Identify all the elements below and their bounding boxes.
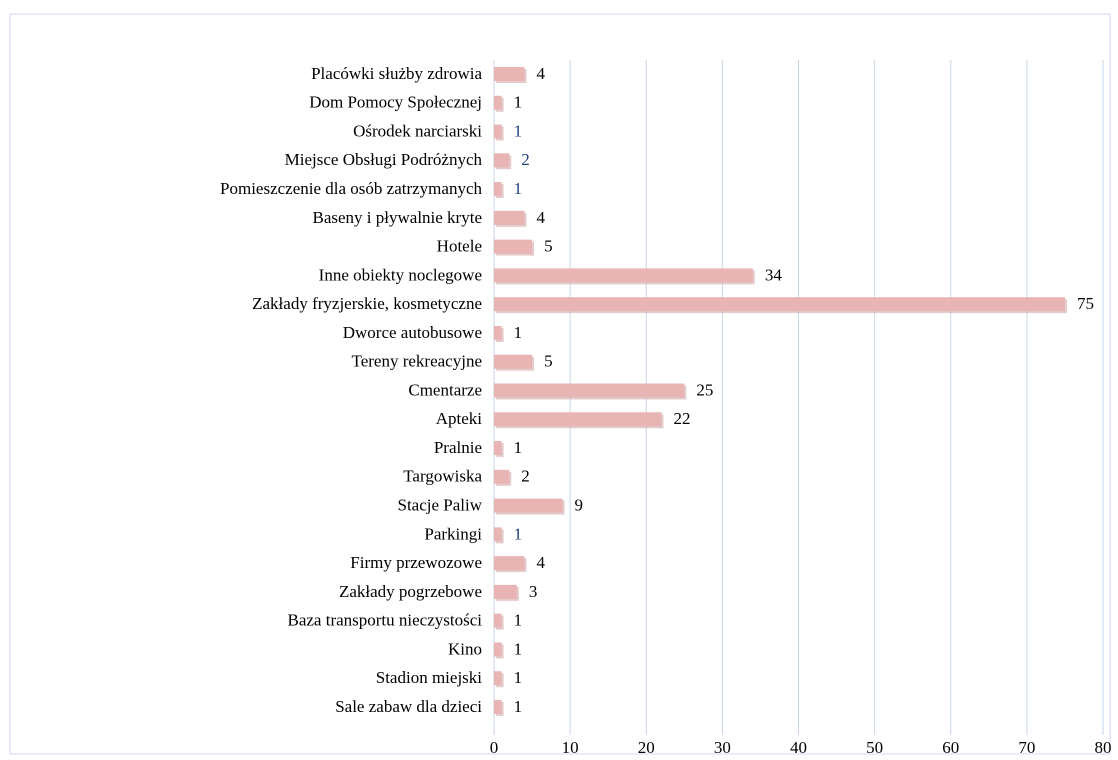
x-tick-label: 70 — [1018, 738, 1035, 757]
y-tick-label: Stadion miejski — [376, 668, 483, 687]
bar — [494, 268, 753, 283]
y-tick-label: Parkingi — [424, 524, 482, 543]
bar — [494, 297, 1065, 312]
x-tick-label: 20 — [638, 738, 655, 757]
y-tick-label: Baseny i pływalnie kryte — [313, 208, 483, 227]
bar — [494, 383, 685, 398]
y-tick-label: Tereny rekreacyjne — [352, 352, 482, 371]
x-tick-label: 60 — [942, 738, 959, 757]
y-tick-label: Cmentarze — [408, 380, 482, 399]
y-tick-label: Dom Pomocy Społecznej — [309, 93, 482, 112]
y-tick-label: Stacje Paliw — [397, 495, 482, 514]
y-tick-label: Zakłady pogrzebowe — [339, 582, 482, 601]
y-tick-label: Inne obiekty noclegowe — [319, 265, 482, 284]
data-label: 1 — [514, 611, 523, 630]
data-label: 9 — [575, 495, 584, 514]
y-tick-label: Kino — [448, 639, 482, 658]
y-tick-label: Ośrodek narciarski — [353, 121, 482, 140]
x-tick-label: 50 — [866, 738, 883, 757]
data-label: 1 — [514, 323, 523, 342]
bar — [494, 354, 533, 369]
bar — [494, 584, 517, 599]
data-label: 2 — [521, 150, 530, 169]
data-label: 1 — [514, 524, 523, 543]
x-tick-label: 0 — [490, 738, 499, 757]
bar — [494, 642, 502, 657]
bar — [494, 210, 525, 225]
x-tick-label: 80 — [1095, 738, 1112, 757]
bar — [494, 613, 502, 628]
bar — [494, 182, 502, 197]
data-label: 1 — [514, 179, 523, 198]
data-label: 2 — [521, 467, 530, 486]
bar — [494, 412, 662, 427]
bar — [494, 153, 510, 168]
data-label: 4 — [536, 64, 545, 83]
y-tick-label: Miejsce Obsługi Podróżnych — [285, 150, 483, 169]
data-label: 75 — [1077, 294, 1094, 313]
y-tick-label: Firmy przewozowe — [350, 553, 482, 572]
data-label: 1 — [514, 668, 523, 687]
data-label: 1 — [514, 438, 523, 457]
y-tick-label: Dworce autobusowe — [343, 323, 482, 342]
data-label: 34 — [765, 265, 783, 284]
x-tick-label: 10 — [562, 738, 579, 757]
data-label: 1 — [514, 697, 523, 716]
bar — [494, 671, 502, 686]
data-label: 1 — [514, 93, 523, 112]
y-tick-label: Hotele — [437, 237, 482, 256]
data-label: 25 — [696, 380, 713, 399]
bar — [494, 700, 502, 714]
y-tick-label: Placówki służby zdrowia — [311, 64, 482, 83]
bar — [494, 527, 502, 542]
data-label: 3 — [529, 582, 538, 601]
x-tick-label: 30 — [714, 738, 731, 757]
bar — [494, 325, 502, 340]
data-label: 4 — [536, 553, 545, 572]
bar — [494, 67, 525, 81]
data-label: 4 — [536, 208, 545, 227]
x-tick-label: 40 — [790, 738, 807, 757]
y-tick-label: Targowiska — [403, 467, 482, 486]
data-label: 5 — [544, 352, 553, 371]
data-label: 5 — [544, 237, 553, 256]
y-tick-label: Pomieszczenie dla osób zatrzymanych — [220, 179, 482, 198]
y-tick-label: Baza transportu nieczystości — [288, 611, 483, 630]
bar — [494, 556, 525, 571]
bar — [494, 469, 510, 484]
bar — [494, 124, 502, 139]
data-label: 1 — [514, 121, 523, 140]
y-tick-label: Zakłady fryzjerskie, kosmetyczne — [252, 294, 482, 313]
y-tick-label: Sale zabaw dla dzieci — [335, 697, 482, 716]
data-label: 1 — [514, 639, 523, 658]
data-label: 22 — [673, 409, 690, 428]
bar — [494, 441, 502, 456]
y-tick-label: Apteki — [436, 409, 483, 428]
bar — [494, 95, 502, 110]
bar — [494, 498, 563, 513]
y-tick-label: Pralnie — [434, 438, 482, 457]
bar — [494, 239, 533, 254]
